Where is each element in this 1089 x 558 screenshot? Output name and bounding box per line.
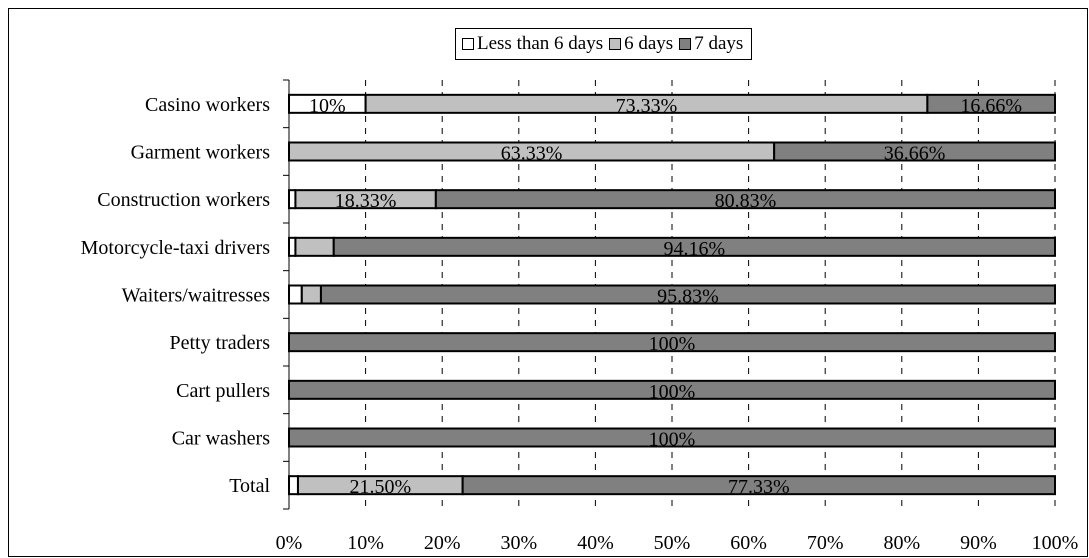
category-label: Car washers — [172, 428, 271, 450]
legend-swatch — [462, 38, 474, 50]
data-label: 77.33% — [728, 476, 790, 498]
bar-segment — [461, 475, 1056, 496]
bar-segment — [319, 284, 1056, 305]
data-label: 95.83% — [657, 286, 719, 308]
data-label: 18.33% — [335, 190, 397, 212]
x-tick-label: 10% — [347, 532, 384, 554]
legend-label: 7 days — [694, 33, 744, 54]
data-label: 36.66% — [884, 143, 946, 165]
legend-swatch — [609, 38, 622, 50]
legend-swatch — [679, 38, 692, 50]
data-label: 100% — [649, 429, 696, 451]
bar-segment — [434, 189, 1056, 210]
bar-segment — [288, 427, 1056, 448]
data-label: 63.33% — [501, 143, 563, 165]
legend-label: Less than 6 days — [477, 33, 604, 54]
category-label: Cart pullers — [176, 380, 270, 402]
data-label: 21.50% — [349, 476, 411, 498]
bar-segment — [288, 475, 299, 496]
x-tick-label: 50% — [654, 532, 691, 554]
x-tick-label: 0% — [276, 532, 303, 554]
legend-item-less-than-6-days: Less than 6 days — [462, 33, 603, 55]
data-label: 73.33% — [616, 95, 678, 117]
bar-segment — [300, 284, 322, 305]
data-label: 80.83% — [715, 190, 777, 212]
category-label: Garment workers — [131, 142, 271, 164]
category-label: Construction workers — [97, 189, 270, 211]
bar-segment — [288, 332, 1056, 353]
category-label: Motorcycle-taxi drivers — [81, 237, 271, 259]
category-label: Waiters/waitresses — [122, 285, 271, 307]
x-tick-label: 30% — [500, 532, 537, 554]
legend-label: 6 days — [624, 33, 674, 54]
bar-segment — [332, 236, 1057, 257]
x-tick-label: 40% — [577, 532, 614, 554]
x-tick-label: 90% — [960, 532, 997, 554]
category-label: Petty traders — [169, 332, 270, 354]
category-label: Total — [229, 475, 270, 497]
legend-item-7-days: 7 days — [679, 33, 743, 55]
bar-segment — [288, 284, 303, 305]
data-label: 94.16% — [664, 238, 726, 260]
legend-item-6-days: 6 days — [609, 33, 673, 55]
x-tick-label: 100% — [1032, 532, 1079, 554]
data-label: 16.66% — [960, 95, 1022, 117]
x-tick-label: 60% — [730, 532, 767, 554]
x-tick-label: 80% — [883, 532, 920, 554]
x-tick-label: 70% — [807, 532, 844, 554]
data-label: 10% — [309, 95, 346, 117]
x-tick-label: 20% — [424, 532, 461, 554]
category-label: Casino workers — [145, 94, 270, 116]
data-label: 100% — [649, 333, 696, 355]
data-label: 100% — [649, 381, 696, 403]
bar-segment — [294, 236, 335, 257]
bar-segment — [773, 141, 1056, 162]
legend: Less than 6 days 6 days 7 days — [455, 28, 753, 60]
bar-segment — [926, 93, 1057, 114]
bar-segment — [288, 379, 1056, 400]
